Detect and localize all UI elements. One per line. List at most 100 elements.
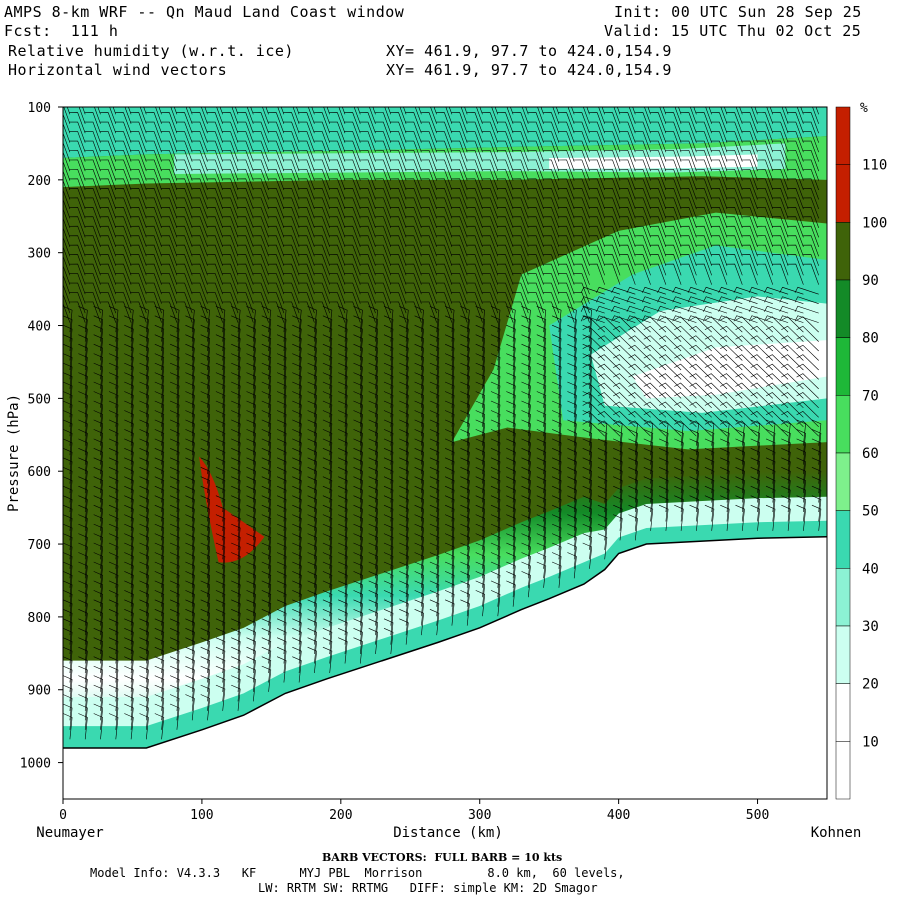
wind-barb	[735, 411, 758, 428]
wind-barb	[160, 159, 178, 181]
wind-barb	[703, 296, 728, 304]
wind-barb	[93, 609, 104, 636]
wind-barb	[169, 306, 180, 333]
wind-barb	[185, 410, 195, 437]
wind-barb	[267, 159, 285, 181]
wind-barb	[353, 561, 363, 588]
wind-barb	[374, 187, 392, 210]
wind-barb	[710, 225, 728, 248]
wind-barb	[399, 438, 409, 465]
wind-barb	[506, 580, 516, 607]
wind-barb	[512, 206, 529, 229]
wind-barb	[658, 485, 669, 513]
wind-barb	[779, 286, 804, 295]
wind-barb	[353, 391, 363, 418]
wind-barb	[551, 315, 562, 342]
wind-barb	[368, 306, 379, 333]
wind-barb	[726, 112, 743, 134]
wind-barb	[460, 533, 470, 560]
wind-barb	[307, 646, 317, 674]
wind-barb	[292, 523, 302, 550]
colorbar-label: 10	[862, 734, 879, 750]
wind-barb	[231, 542, 241, 569]
wind-barb	[185, 391, 195, 418]
wind-barb	[185, 637, 195, 664]
wind-barb	[781, 438, 791, 465]
wind-barb	[603, 263, 621, 285]
wind-barb	[490, 381, 501, 408]
wind-barb	[796, 335, 819, 352]
wind-barb	[322, 485, 333, 513]
wind-barb	[237, 244, 254, 266]
wind-barb	[206, 244, 223, 266]
wind-barb	[481, 273, 499, 295]
wind-barb	[322, 495, 333, 522]
wind-barb	[145, 121, 162, 143]
wind-barb	[689, 325, 712, 342]
wind-barb	[475, 419, 486, 446]
wind-barb	[720, 335, 743, 352]
wind-barb	[124, 419, 134, 446]
wind-barb	[292, 476, 302, 503]
wind-barb	[200, 542, 211, 569]
wind-barb	[231, 485, 241, 513]
wind-barb	[787, 235, 804, 257]
wind-barb	[603, 187, 621, 210]
wind-barb	[338, 448, 348, 475]
wind-barb	[634, 235, 651, 257]
wind-barb	[231, 684, 241, 711]
wind-barb	[582, 354, 605, 371]
wind-barb	[619, 187, 636, 210]
wind-barb	[231, 571, 241, 598]
wind-barb	[399, 315, 409, 342]
wind-barb	[292, 362, 302, 389]
wind-barb	[78, 372, 88, 399]
wind-barb	[307, 514, 317, 541]
wind-barb	[628, 476, 638, 503]
wind-barb	[765, 373, 789, 390]
wind-barb	[597, 476, 608, 503]
wind-barb	[322, 419, 333, 446]
wind-barb	[63, 523, 73, 550]
wind-barb	[359, 206, 376, 229]
wind-barb	[231, 381, 241, 408]
wind-barb	[154, 684, 165, 711]
wind-barb	[191, 112, 208, 134]
wind-barb	[613, 448, 623, 475]
wind-barb	[252, 235, 269, 257]
wind-barb	[704, 325, 728, 342]
wind-barb	[619, 263, 636, 285]
wind-barb	[512, 112, 529, 134]
wind-barb	[353, 343, 363, 371]
wind-barb	[124, 485, 134, 513]
wind-barb	[490, 334, 501, 361]
wind-barb	[169, 343, 180, 371]
wind-barb	[405, 112, 422, 134]
wind-barb	[490, 410, 501, 437]
wind-barb	[451, 216, 468, 238]
wind-barb	[765, 467, 776, 494]
wind-barb	[124, 324, 134, 352]
wind-barb	[506, 315, 516, 342]
wind-barb	[444, 429, 455, 456]
wind-barb	[603, 206, 621, 229]
wind-barb	[322, 580, 333, 607]
wind-barb	[307, 419, 317, 446]
wind-barb	[69, 282, 86, 304]
wind-barb	[78, 334, 88, 361]
wind-barb	[63, 306, 73, 333]
wind-barb	[124, 609, 134, 636]
wind-barb	[496, 121, 514, 143]
wind-barb	[551, 391, 562, 418]
wind-barb	[420, 254, 437, 276]
wind-barb	[383, 561, 394, 588]
wind-barb	[506, 542, 516, 569]
wind-barb	[444, 523, 455, 550]
wind-barb	[114, 206, 132, 229]
wind-barb	[124, 713, 134, 740]
wind-barb	[435, 301, 453, 323]
wind-barb	[451, 225, 468, 248]
wind-barb	[521, 429, 531, 456]
wind-barb	[252, 244, 269, 266]
wind-barb	[169, 353, 180, 380]
